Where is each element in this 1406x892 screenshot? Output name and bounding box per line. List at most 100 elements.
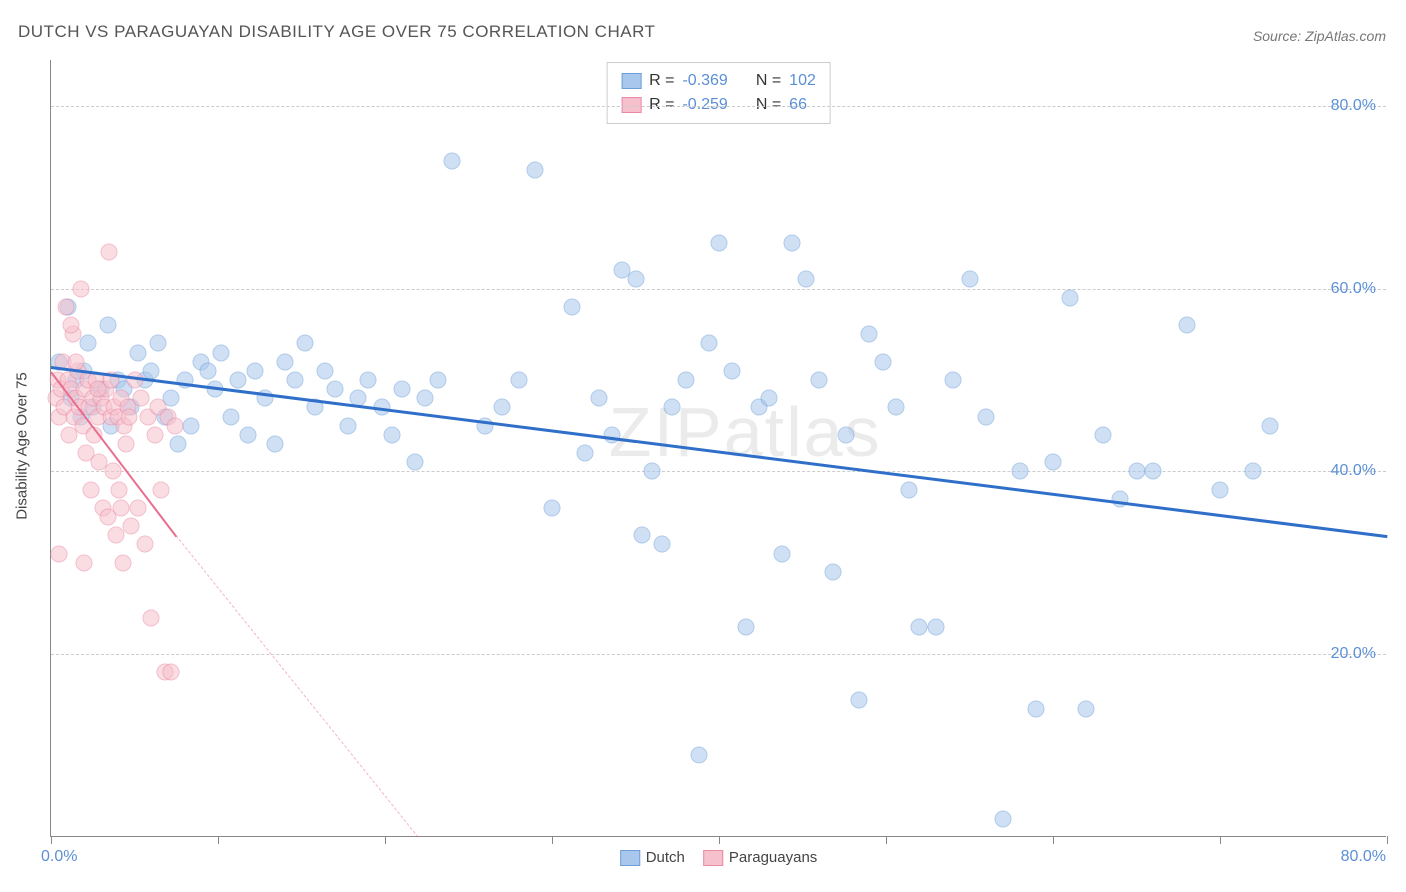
x-tick [1220, 836, 1221, 844]
y-axis-label: Disability Age Over 75 [14, 372, 31, 520]
legend-swatch [703, 850, 723, 866]
scatter-point [1095, 426, 1112, 443]
scatter-point [811, 371, 828, 388]
y-tick-label: 80.0% [1331, 97, 1376, 115]
scatter-point [824, 563, 841, 580]
scatter-point [360, 371, 377, 388]
scatter-point [340, 417, 357, 434]
scatter-point [911, 618, 928, 635]
x-tick [552, 836, 553, 844]
scatter-point [104, 463, 121, 480]
legend-series: Dutch Paraguayans [620, 849, 818, 866]
scatter-point [644, 463, 661, 480]
scatter-point [143, 362, 160, 379]
scatter-point [1061, 289, 1078, 306]
legend-r-value: -0.369 [682, 69, 727, 93]
scatter-point [430, 371, 447, 388]
scatter-point [407, 454, 424, 471]
scatter-point [129, 344, 146, 361]
scatter-point [1028, 701, 1045, 718]
scatter-point [58, 298, 75, 315]
scatter-point [108, 527, 125, 544]
scatter-point [73, 280, 90, 297]
scatter-point [527, 161, 544, 178]
scatter-point [1212, 481, 1229, 498]
scatter-point [961, 271, 978, 288]
scatter-point [1178, 317, 1195, 334]
gridline [51, 471, 1386, 472]
scatter-point [700, 335, 717, 352]
chart-source: Source: ZipAtlas.com [1253, 28, 1386, 44]
scatter-point [1128, 463, 1145, 480]
x-tick [719, 836, 720, 844]
chart-container: DUTCH VS PARAGUAYAN DISABILITY AGE OVER … [0, 0, 1406, 892]
scatter-point [393, 381, 410, 398]
scatter-point [677, 371, 694, 388]
scatter-point [276, 353, 293, 370]
scatter-point [111, 481, 128, 498]
scatter-point [1011, 463, 1028, 480]
scatter-point [240, 426, 257, 443]
scatter-point [627, 271, 644, 288]
scatter-point [928, 618, 945, 635]
x-axis-max-label: 80.0% [1341, 848, 1386, 866]
scatter-point [711, 234, 728, 251]
scatter-point [136, 536, 153, 553]
legend-item: Paraguayans [703, 849, 817, 866]
scatter-point [133, 390, 150, 407]
y-tick-label: 20.0% [1331, 645, 1376, 663]
scatter-point [493, 399, 510, 416]
x-axis-min-label: 0.0% [41, 848, 77, 866]
gridline [51, 106, 1386, 107]
scatter-point [146, 426, 163, 443]
scatter-point [737, 618, 754, 635]
legend-r-label: R = [649, 69, 674, 93]
scatter-point [121, 408, 138, 425]
scatter-point [183, 417, 200, 434]
scatter-point [1111, 490, 1128, 507]
scatter-point [223, 408, 240, 425]
scatter-point [230, 371, 247, 388]
scatter-point [837, 426, 854, 443]
x-tick [886, 836, 887, 844]
scatter-point [1145, 463, 1162, 480]
scatter-point [564, 298, 581, 315]
scatter-point [861, 326, 878, 343]
scatter-point [296, 335, 313, 352]
legend-n-value: 102 [789, 69, 816, 93]
scatter-point [76, 554, 93, 571]
scatter-point [443, 152, 460, 169]
legend-n-label: N = [756, 69, 781, 93]
scatter-point [99, 317, 116, 334]
scatter-point [326, 381, 343, 398]
scatter-point [510, 371, 527, 388]
scatter-point [784, 234, 801, 251]
trend-line [51, 366, 1387, 538]
scatter-point [199, 362, 216, 379]
scatter-point [664, 399, 681, 416]
x-tick [218, 836, 219, 844]
scatter-point [417, 390, 434, 407]
legend-label: Dutch [646, 849, 685, 866]
scatter-point [544, 499, 561, 516]
scatter-point [604, 426, 621, 443]
scatter-point [994, 810, 1011, 827]
scatter-point [79, 335, 96, 352]
gridline [51, 654, 1386, 655]
scatter-point [316, 362, 333, 379]
scatter-point [246, 362, 263, 379]
scatter-point [153, 481, 170, 498]
scatter-point [761, 390, 778, 407]
legend-item: Dutch [620, 849, 685, 866]
scatter-point [129, 499, 146, 516]
scatter-point [118, 435, 135, 452]
legend-swatch [620, 850, 640, 866]
scatter-point [113, 499, 130, 516]
scatter-point [51, 545, 68, 562]
scatter-point [266, 435, 283, 452]
scatter-point [213, 344, 230, 361]
gridline [51, 289, 1386, 290]
x-tick [385, 836, 386, 844]
scatter-point [1045, 454, 1062, 471]
scatter-point [978, 408, 995, 425]
